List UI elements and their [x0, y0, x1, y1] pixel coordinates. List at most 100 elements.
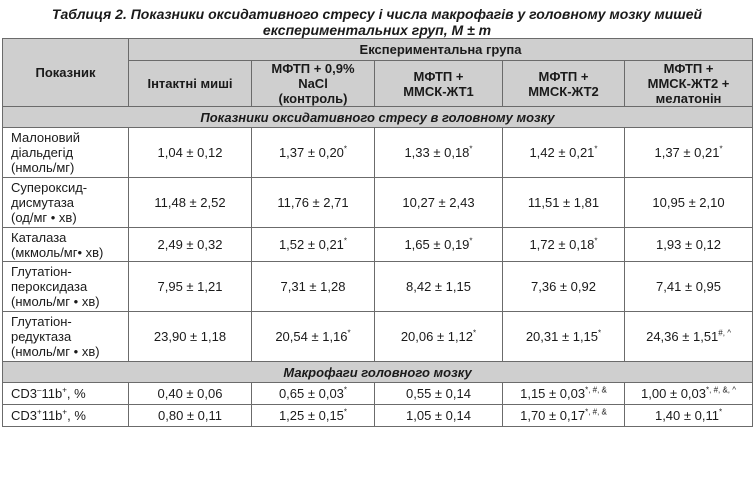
- marker-unit: , %: [66, 386, 86, 401]
- marker-name: CD3: [11, 386, 38, 401]
- header-column-1: Інтактні миші: [128, 60, 252, 107]
- value-cell: 11,51 ± 1,81: [502, 177, 625, 228]
- value-cell: 7,31 ± 1,28: [251, 261, 375, 312]
- significance-mark: *: [343, 236, 348, 246]
- row-label: CD3+11b+, %: [2, 404, 129, 427]
- row-label-line: Малоновий: [11, 130, 81, 145]
- value-text: 10,95 ± 2,10: [652, 195, 725, 210]
- data-table: Показник Експериментальна група Інтактні…: [1, 38, 754, 427]
- significance-mark: *: [347, 328, 351, 338]
- value-cell: 1,37 ± 0,21*: [623, 127, 754, 178]
- value-text: 1,33 ± 0,18: [404, 145, 470, 160]
- significance-mark: *: [343, 144, 348, 154]
- row-label-line: (нмоль/мг): [11, 160, 75, 175]
- value-cell: 1,00 ± 0,03*, #, &, ^: [623, 382, 754, 405]
- value-text: 1,15 ± 0,03: [520, 386, 586, 401]
- value-text: 1,42 ± 0,21: [529, 145, 595, 160]
- value-text: 24,36 ± 1,51: [646, 329, 719, 344]
- caption-line-2: експериментальних груп, M ± m: [262, 22, 492, 38]
- value-text: 7,95 ± 1,21: [157, 279, 223, 294]
- value-text: 1,40 ± 0,11: [654, 408, 719, 423]
- significance-mark: *, #, &, ^: [706, 385, 737, 395]
- header-column-line: МФТП +: [413, 68, 464, 84]
- marker-sign: +: [62, 385, 67, 395]
- section-title: Показники оксидативного стресу в головно…: [1, 106, 754, 128]
- row-label: Каталаза (мкмоль/мг• хв): [2, 227, 129, 262]
- row-label-line: Глутатіон-: [11, 314, 72, 329]
- value-cell: 1,25 ± 0,15*: [251, 404, 375, 427]
- marker-sign: +: [37, 407, 42, 417]
- header-column-line: NaCl: [298, 76, 328, 91]
- value-cell: 20,06 ± 1,12*: [374, 311, 503, 362]
- row-label-line: (мкмоль/мг• хв): [11, 244, 104, 260]
- value-text: 20,31 ± 1,15: [525, 329, 599, 344]
- row-label-line: діальдегід: [11, 145, 74, 160]
- row-label: Супероксид-дисмутаза (од/мг • хв): [2, 177, 129, 228]
- value-text: 20,54 ± 1,16: [275, 329, 348, 344]
- row-label-line: Глутатіон-: [11, 264, 72, 279]
- value-cell: 11,48 ± 2,52: [128, 177, 252, 228]
- table-row: Малоновий діальдегід (нмоль/мг) 1,04 ± 0,12…: [2, 127, 754, 178]
- value-cell: 24,36 ± 1,51#, ^: [623, 311, 754, 362]
- significance-mark: *: [469, 144, 473, 154]
- value-cell: 20,31 ± 1,15*: [502, 311, 625, 362]
- value-text: 7,41 ± 0,95: [656, 279, 722, 294]
- significance-mark: #, ^: [718, 328, 731, 338]
- table-row: Супероксид-дисмутаза (од/мг • хв) 11,48 ± …: [2, 177, 754, 228]
- value-cell: 8,42 ± 1,15: [374, 261, 503, 312]
- value-cell: 1,05 ± 0,14: [374, 404, 503, 427]
- marker-unit: , %: [67, 408, 86, 423]
- header-column-3: МФТП + ММСК-ЖТ1: [374, 60, 503, 107]
- value-text: 1,25 ± 0,15: [278, 408, 344, 423]
- header-column-line: мелатонін: [655, 91, 722, 106]
- row-label: Глутатіон-пероксидаза (нмоль/мг • хв): [2, 261, 129, 312]
- value-cell: 0,80 ± 0,11: [128, 404, 252, 427]
- value-cell: 0,55 ± 0,14: [374, 382, 503, 405]
- header-column-line: МФТП +: [663, 61, 714, 76]
- value-text: 1,37 ± 0,21: [654, 145, 720, 160]
- value-text: 0,80 ± 0,11: [158, 408, 222, 423]
- value-text: 2,49 ± 0,32: [157, 237, 223, 252]
- value-text: 1,37 ± 0,20: [278, 145, 344, 160]
- value-cell: 20,54 ± 1,16*: [251, 311, 375, 362]
- significance-mark: *: [594, 236, 598, 246]
- table-caption: Таблиця 2. Показники оксидативного стрес…: [20, 0, 734, 38]
- value-text: 20,06 ± 1,12: [400, 329, 474, 344]
- value-text: 1,05 ± 0,14: [406, 408, 471, 423]
- table-row: Каталаза (мкмоль/мг• хв) 2,49 ± 0,32 1,52 ±…: [2, 227, 754, 262]
- header-column-line: (контроль): [278, 91, 348, 106]
- significance-mark: *: [469, 236, 473, 246]
- value-text: 11,51 ± 1,81: [527, 195, 600, 210]
- significance-mark: *: [594, 144, 598, 154]
- value-text: 0,40 ± 0,06: [157, 386, 223, 401]
- value-cell: 7,95 ± 1,21: [128, 261, 252, 312]
- row-label-line: (нмоль/мг • хв): [11, 294, 100, 309]
- row-label-line: пероксидаза: [11, 279, 88, 294]
- value-cell: 7,41 ± 0,95: [623, 261, 754, 312]
- section-row: Макрофаги головного мозку: [1, 361, 754, 383]
- table-row: CD3+11b+, % 0,80 ± 0,11 1,25 ± 0,15* 1,05 ±…: [2, 404, 754, 427]
- significance-mark: *, #, &: [585, 407, 607, 417]
- header-column-line: ММСК-ЖТ2: [528, 83, 599, 99]
- row-label-line: редуктаза: [11, 329, 72, 344]
- value-cell: 0,65 ± 0,03*: [251, 382, 375, 405]
- header-column-line: ММСК-ЖТ1: [403, 83, 474, 99]
- table-row: CD3–11b+, % 0,40 ± 0,06 0,65 ± 0,03* 0,55 ±…: [2, 382, 754, 405]
- value-text: 23,90 ± 1,18: [153, 329, 227, 344]
- header-experimental-group: Експериментальна група: [127, 38, 754, 61]
- significance-mark: *: [473, 328, 477, 338]
- value-text: 1,70 ± 0,17: [520, 408, 586, 423]
- value-cell: 1,15 ± 0,03*, #, &: [502, 382, 625, 405]
- marker-name: 11b: [41, 386, 63, 401]
- table-row: Глутатіон-пероксидаза (нмоль/мг • хв) 7,95…: [2, 261, 754, 312]
- header-column-line: МФТП +: [538, 68, 589, 84]
- value-text: 1,52 ± 0,21: [278, 237, 344, 252]
- value-text: 1,72 ± 0,18: [529, 237, 595, 252]
- header-column-line: Інтактні миші: [147, 76, 233, 91]
- value-cell: 1,33 ± 0,18*: [374, 127, 503, 178]
- header-column-line: ММСК-ЖТ2 +: [647, 76, 730, 91]
- header-column-5: МФТП + ММСК-ЖТ2 + мелатонін: [623, 60, 754, 107]
- marker-name: 11b: [41, 408, 63, 423]
- significance-mark: *: [719, 144, 723, 154]
- value-cell: 1,52 ± 0,21*: [251, 227, 375, 262]
